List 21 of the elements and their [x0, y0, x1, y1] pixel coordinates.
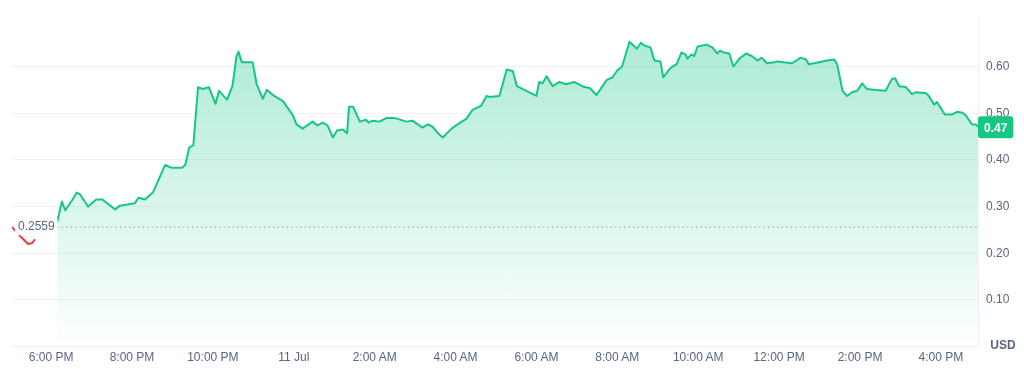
x-tick-label: 10:00 AM [672, 350, 724, 365]
x-tick-label: 4:00 PM [918, 350, 964, 365]
x-tick-label: 4:00 AM [433, 350, 478, 365]
y-axis-title: USD [990, 337, 1016, 352]
ref-line-label: 0.2559 [18, 219, 56, 234]
y-tick-label: 0.60 [986, 58, 1010, 73]
annotation: 0.47 [984, 120, 1008, 135]
x-tick-label: 2:00 PM [837, 350, 883, 365]
x-tick-label: 6:00 AM [514, 350, 559, 365]
x-tick-label: 2:00 AM [352, 350, 397, 365]
x-tick-label: 6:00 PM [28, 350, 74, 365]
x-tick-label: 8:00 PM [109, 350, 155, 365]
x-tick-label: 12:00 PM [753, 350, 805, 365]
x-tick-label: 8:00 AM [595, 350, 640, 365]
y-tick-label: 0.20 [986, 245, 1010, 260]
y-tick-label: 0.30 [986, 198, 1010, 213]
y-tick-label: 0.10 [986, 292, 1010, 307]
y-tick-label: 0.50 [986, 105, 1010, 120]
y-tick-label: 0.40 [986, 152, 1010, 167]
x-tick-label: 11 Jul [278, 350, 310, 365]
x-tick-label: 10:00 PM [187, 350, 239, 365]
